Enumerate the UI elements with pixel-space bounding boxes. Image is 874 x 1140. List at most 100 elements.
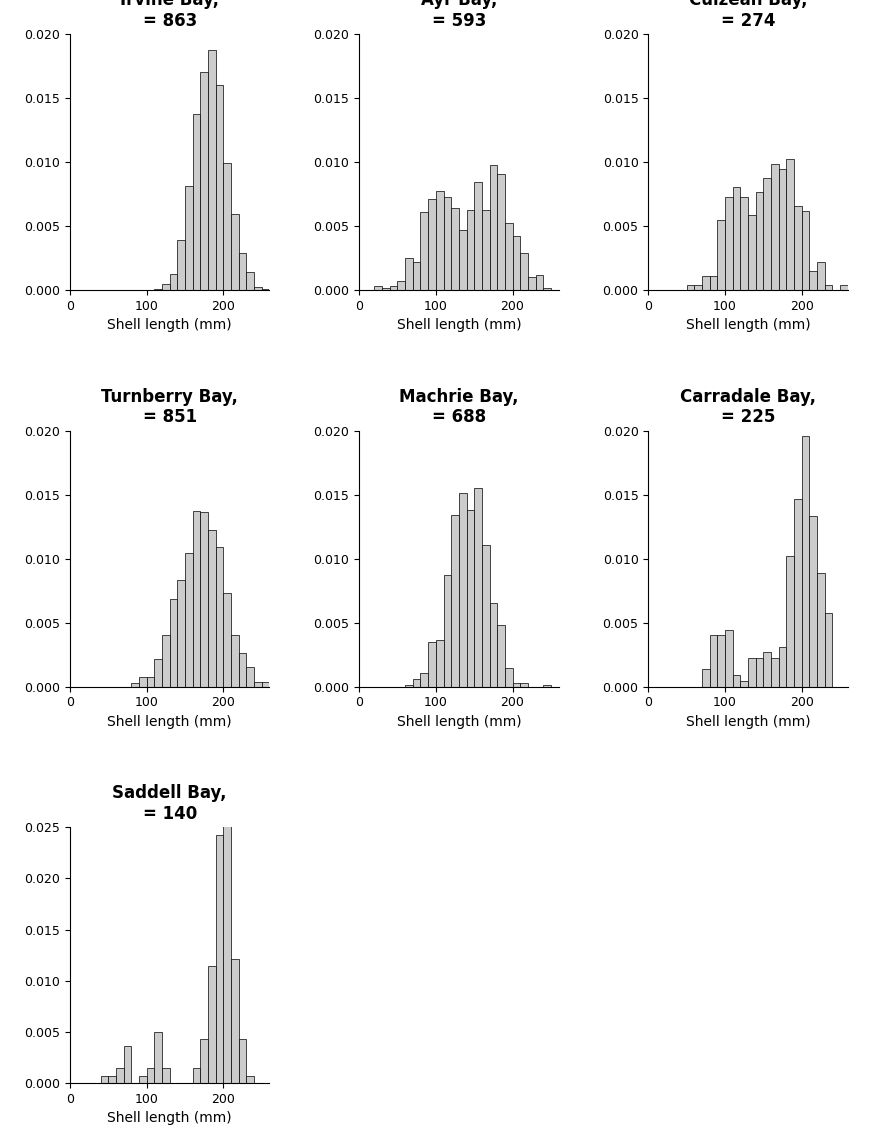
Bar <box>467 510 475 686</box>
Bar <box>131 684 139 686</box>
Bar <box>443 575 451 686</box>
Bar <box>246 272 254 290</box>
Bar <box>725 629 732 686</box>
Bar <box>505 668 512 686</box>
Bar <box>428 642 436 686</box>
Bar <box>200 72 208 290</box>
Bar <box>740 196 748 290</box>
Title: Machrie Bay,
= 688: Machrie Bay, = 688 <box>399 388 518 426</box>
Bar <box>544 685 551 686</box>
Title: Turnberry Bay,
= 851: Turnberry Bay, = 851 <box>101 388 238 426</box>
Bar <box>147 1068 155 1083</box>
Bar <box>763 652 771 686</box>
Bar <box>261 288 269 290</box>
Bar <box>732 187 740 290</box>
Bar <box>239 1040 246 1083</box>
Bar <box>239 253 246 290</box>
Title: Irvine Bay,
= 863: Irvine Bay, = 863 <box>120 0 219 30</box>
Bar <box>108 1076 116 1083</box>
Bar <box>779 169 787 290</box>
Bar <box>420 212 428 290</box>
X-axis label: Shell length (mm): Shell length (mm) <box>108 715 232 728</box>
Bar <box>382 287 390 290</box>
Bar <box>840 285 848 290</box>
Bar <box>177 580 185 686</box>
Bar <box>216 547 224 686</box>
Bar <box>482 210 489 290</box>
Title: Ayr Bay,
= 593: Ayr Bay, = 593 <box>420 0 497 30</box>
Bar <box>406 685 413 686</box>
Bar <box>520 253 528 290</box>
Bar <box>489 165 497 290</box>
Bar <box>710 635 718 686</box>
Bar <box>192 1068 200 1083</box>
Bar <box>718 220 725 290</box>
Bar <box>123 1047 131 1083</box>
Bar <box>809 271 817 290</box>
Bar <box>732 675 740 686</box>
Bar <box>254 682 261 686</box>
Bar <box>809 516 817 686</box>
Bar <box>702 669 710 686</box>
Bar <box>801 437 809 686</box>
Bar <box>482 545 489 686</box>
Bar <box>177 239 185 290</box>
X-axis label: Shell length (mm): Shell length (mm) <box>686 715 810 728</box>
Bar <box>801 211 809 290</box>
Bar <box>520 683 528 686</box>
Bar <box>216 86 224 290</box>
Bar <box>116 1068 123 1083</box>
Bar <box>825 285 832 290</box>
Bar <box>544 287 551 290</box>
Bar <box>794 499 801 686</box>
X-axis label: Shell length (mm): Shell length (mm) <box>108 1112 232 1125</box>
Bar <box>771 658 779 686</box>
Bar <box>794 206 801 290</box>
Title: Culzean Bay,
= 274: Culzean Bay, = 274 <box>689 0 808 30</box>
Bar <box>817 262 825 290</box>
Bar <box>428 200 436 290</box>
Bar <box>702 276 710 290</box>
Bar <box>420 674 428 686</box>
Bar <box>497 625 505 686</box>
Bar <box>740 681 748 686</box>
Bar <box>224 163 231 290</box>
Bar <box>231 959 239 1083</box>
Bar <box>451 515 459 686</box>
Bar <box>475 488 482 686</box>
Bar <box>139 677 147 686</box>
Bar <box>170 274 177 290</box>
Bar <box>162 1068 170 1083</box>
Bar <box>390 286 398 290</box>
X-axis label: Shell length (mm): Shell length (mm) <box>108 318 232 332</box>
Bar <box>170 600 177 686</box>
Bar <box>817 572 825 686</box>
Bar <box>155 1032 162 1083</box>
Bar <box>185 186 192 290</box>
Bar <box>763 178 771 290</box>
Bar <box>413 262 420 290</box>
X-axis label: Shell length (mm): Shell length (mm) <box>397 715 521 728</box>
Title: Saddell Bay,
= 140: Saddell Bay, = 140 <box>113 784 227 823</box>
X-axis label: Shell length (mm): Shell length (mm) <box>397 318 521 332</box>
Bar <box>748 215 756 290</box>
Bar <box>467 210 475 290</box>
Bar <box>687 285 694 290</box>
Bar <box>489 603 497 686</box>
Bar <box>748 658 756 686</box>
Bar <box>406 258 413 290</box>
Bar <box>224 593 231 686</box>
X-axis label: Shell length (mm): Shell length (mm) <box>686 318 810 332</box>
Bar <box>216 834 224 1083</box>
Bar <box>694 285 702 290</box>
Bar <box>231 635 239 686</box>
Bar <box>261 682 269 686</box>
Bar <box>254 287 261 290</box>
Title: Carradale Bay,
= 225: Carradale Bay, = 225 <box>680 388 816 426</box>
Bar <box>185 553 192 686</box>
Bar <box>771 164 779 290</box>
Bar <box>246 667 254 686</box>
Bar <box>512 683 520 686</box>
Bar <box>192 511 200 686</box>
Bar <box>231 214 239 290</box>
